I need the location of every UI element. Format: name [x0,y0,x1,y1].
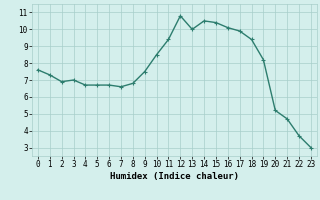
X-axis label: Humidex (Indice chaleur): Humidex (Indice chaleur) [110,172,239,181]
